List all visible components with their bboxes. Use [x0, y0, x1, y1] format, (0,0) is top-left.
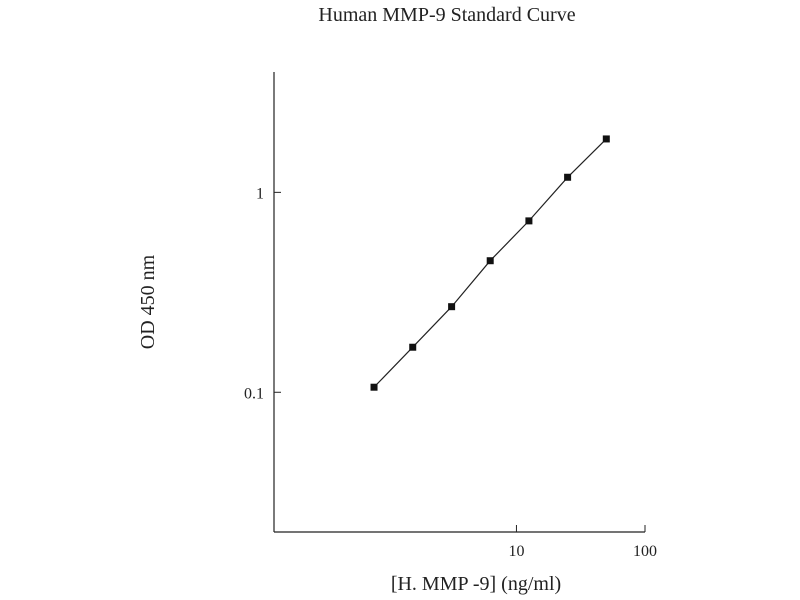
series-layer — [370, 135, 610, 391]
data-point — [370, 383, 378, 391]
chart-title: Human MMP-9 Standard Curve — [318, 4, 575, 26]
y-ticks: 0.11 — [244, 185, 281, 402]
data-point — [448, 303, 456, 311]
data-point — [602, 135, 610, 143]
data-point — [525, 217, 533, 225]
axes — [273, 72, 645, 533]
x-ticks: 10 100 — [508, 525, 657, 560]
y-axis-title: OD 450 nm — [137, 254, 159, 349]
x-tick-label: 10 — [508, 543, 524, 560]
x-tick-label: 100 — [633, 543, 657, 560]
y-tick-label: 0.1 — [244, 385, 264, 402]
data-point — [564, 173, 572, 181]
data-point — [409, 343, 417, 351]
x-axis-title: [H. MMP -9] (ng/ml) — [391, 573, 561, 595]
data-point — [486, 257, 494, 265]
y-tick-label: 1 — [256, 185, 264, 202]
